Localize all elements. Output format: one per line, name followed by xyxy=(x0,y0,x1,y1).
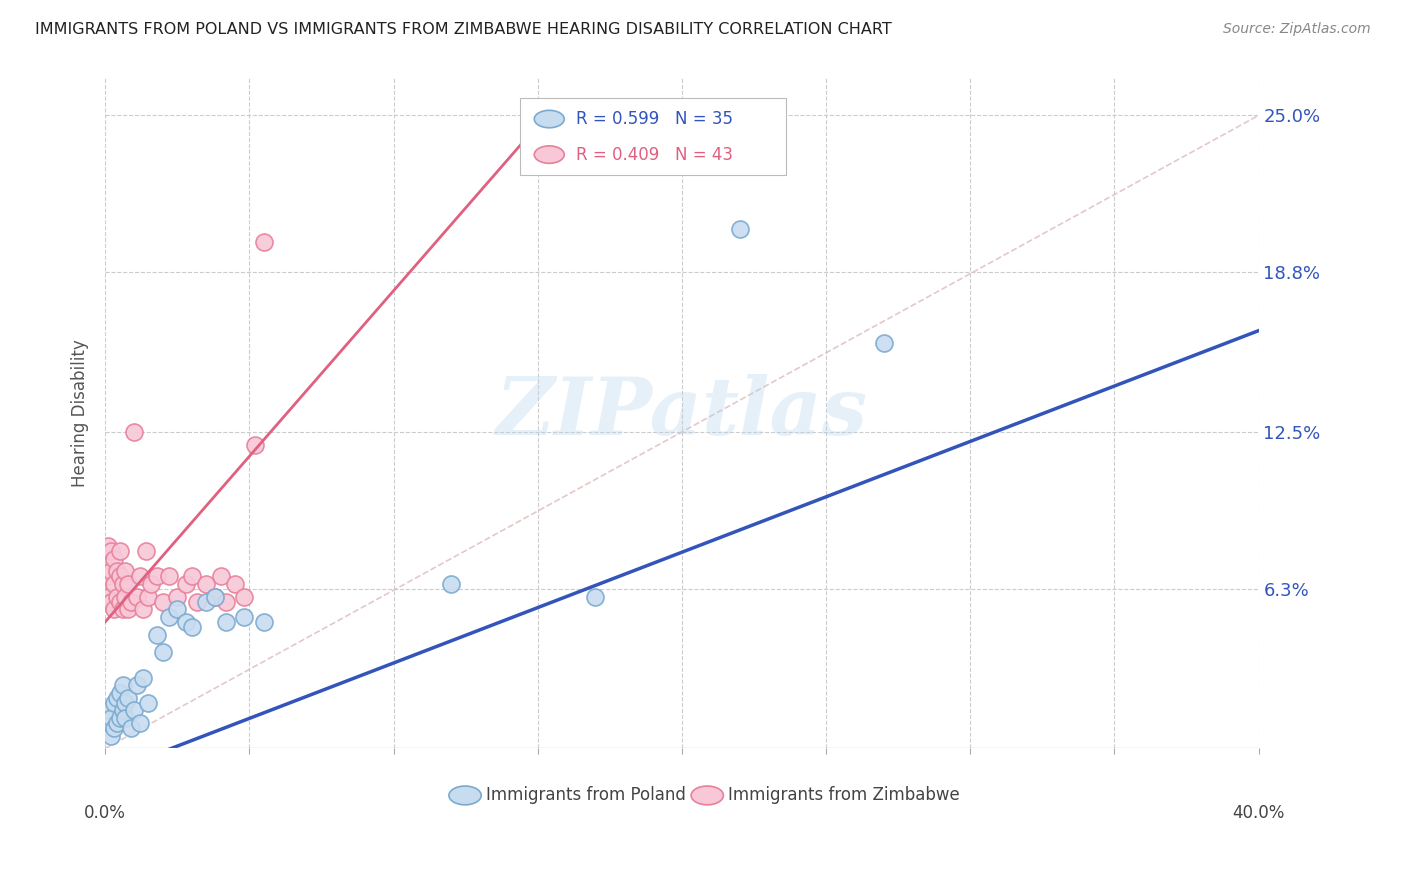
Point xyxy=(117,577,139,591)
Point xyxy=(100,711,122,725)
Point xyxy=(105,690,128,705)
Point xyxy=(138,696,160,710)
Point xyxy=(186,594,208,608)
Point xyxy=(100,544,122,558)
Point xyxy=(232,590,254,604)
Text: ZIPatlas: ZIPatlas xyxy=(496,375,868,451)
Point xyxy=(195,594,218,608)
Point xyxy=(215,615,238,629)
Point xyxy=(128,569,150,583)
Point xyxy=(122,425,145,439)
Point xyxy=(232,609,254,624)
Point xyxy=(204,590,226,604)
Point xyxy=(157,569,180,583)
Point xyxy=(97,703,120,717)
Point xyxy=(103,696,125,710)
Text: R = 0.599   N = 35: R = 0.599 N = 35 xyxy=(576,110,733,128)
Point xyxy=(103,551,125,566)
Point xyxy=(105,564,128,578)
Point xyxy=(103,577,125,591)
Point xyxy=(180,569,202,583)
Circle shape xyxy=(534,111,564,128)
Point xyxy=(114,711,136,725)
Point xyxy=(131,602,153,616)
Point xyxy=(174,615,197,629)
Point xyxy=(97,539,120,553)
Point xyxy=(152,594,174,608)
Point xyxy=(108,711,131,725)
Point xyxy=(114,564,136,578)
Point xyxy=(195,577,218,591)
Point xyxy=(135,544,157,558)
Text: 40.0%: 40.0% xyxy=(1233,805,1285,822)
Text: R = 0.409   N = 43: R = 0.409 N = 43 xyxy=(576,145,733,163)
Point xyxy=(114,590,136,604)
Point xyxy=(111,678,134,692)
Point xyxy=(114,696,136,710)
Point xyxy=(873,336,896,351)
FancyBboxPatch shape xyxy=(520,97,786,175)
Text: Source: ZipAtlas.com: Source: ZipAtlas.com xyxy=(1223,22,1371,37)
Point xyxy=(111,577,134,591)
Point xyxy=(100,594,122,608)
Point xyxy=(108,544,131,558)
Point xyxy=(146,627,169,641)
Point xyxy=(728,222,751,236)
Point xyxy=(174,577,197,591)
Point xyxy=(108,686,131,700)
Point xyxy=(152,645,174,659)
Point xyxy=(128,716,150,731)
Circle shape xyxy=(534,146,564,163)
Point xyxy=(440,577,463,591)
Text: Immigrants from Zimbabwe: Immigrants from Zimbabwe xyxy=(728,787,960,805)
Point xyxy=(243,437,266,451)
Point xyxy=(125,678,148,692)
Point xyxy=(166,590,188,604)
Point xyxy=(215,594,238,608)
Point xyxy=(122,703,145,717)
Point xyxy=(253,235,276,249)
Point xyxy=(125,590,148,604)
Point xyxy=(105,716,128,731)
Point xyxy=(157,609,180,624)
Text: 0.0%: 0.0% xyxy=(84,805,127,822)
Point xyxy=(253,615,276,629)
Point xyxy=(100,564,122,578)
Point xyxy=(166,602,188,616)
Point xyxy=(111,703,134,717)
Point xyxy=(97,569,120,583)
Point xyxy=(117,602,139,616)
Point xyxy=(105,590,128,604)
Point xyxy=(583,590,606,604)
Point xyxy=(117,690,139,705)
Point xyxy=(111,602,134,616)
Point xyxy=(120,594,142,608)
Point xyxy=(120,721,142,735)
Point xyxy=(100,729,122,743)
Point xyxy=(103,721,125,735)
Circle shape xyxy=(449,786,481,805)
Text: IMMIGRANTS FROM POLAND VS IMMIGRANTS FROM ZIMBABWE HEARING DISABILITY CORRELATIO: IMMIGRANTS FROM POLAND VS IMMIGRANTS FRO… xyxy=(35,22,891,37)
Y-axis label: Hearing Disability: Hearing Disability xyxy=(72,339,89,487)
Point xyxy=(209,569,232,583)
Point xyxy=(131,671,153,685)
Point xyxy=(108,594,131,608)
Point xyxy=(146,569,169,583)
Point xyxy=(97,590,120,604)
Point xyxy=(141,577,163,591)
Point xyxy=(224,577,246,591)
Point xyxy=(108,569,131,583)
Point xyxy=(204,590,226,604)
Point xyxy=(180,620,202,634)
Point xyxy=(138,590,160,604)
Text: Immigrants from Poland: Immigrants from Poland xyxy=(486,787,686,805)
Point xyxy=(103,602,125,616)
Circle shape xyxy=(692,786,724,805)
